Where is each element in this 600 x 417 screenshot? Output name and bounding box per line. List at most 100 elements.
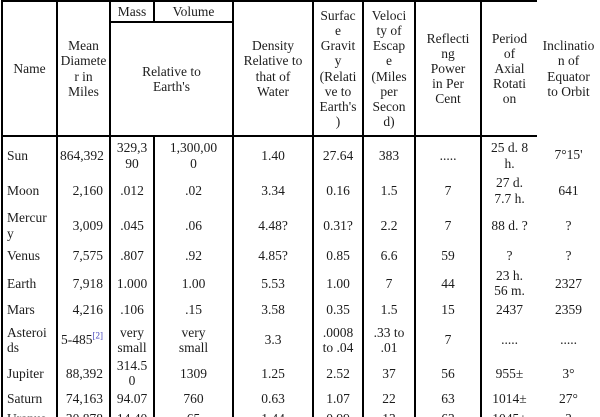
cell-period: 23 h. 56 m. (494, 268, 525, 299)
row-mars: Mars 4,216 .106 .15 3.58 0.35 1.5 15 243… (1, 298, 600, 322)
cell-diameter: 7,918 (57, 268, 111, 299)
cell-period: 88 d. ? (491, 217, 528, 233)
col-header-reflecting: Reflecti ng Power in Per Cent (415, 0, 482, 137)
table-body: Sun 864,392 329,3 90 1,300,00 0 1.40 27.… (1, 136, 600, 417)
cell-density: 5.53 (233, 268, 314, 299)
cell-gravity: 27.64 (313, 136, 364, 174)
cell-reflecting: 63 (415, 388, 482, 410)
footnote-link[interactable]: [2] (92, 330, 104, 341)
cell-name: Sun (1, 136, 58, 174)
cell-velocity: 22 (363, 388, 416, 410)
cell-density: 4.85? (233, 244, 314, 268)
cell-density: 1.25 (233, 358, 314, 389)
cell-density: 3.34 (233, 174, 314, 207)
cell-reflecting: 7 (415, 174, 482, 207)
col-header-density: Density Relative to that of Water (233, 0, 314, 137)
col-header-volume: Volume (154, 0, 234, 23)
cell-mass: 94.07 (110, 388, 155, 410)
cell-reflecting: 63 (415, 409, 482, 417)
cell-name: Uranus (1, 409, 58, 417)
cell-volume: 1,300,00 0 (154, 136, 234, 174)
col-header-mass: Mass (110, 0, 155, 23)
cell-diameter: 2,160 (57, 174, 111, 207)
cell-period: 27 d. 7.7 h. (494, 175, 525, 206)
cell-name: Jupiter (1, 358, 58, 389)
cell-reflecting: 56 (415, 358, 482, 389)
cell-gravity: 0.31? (313, 207, 364, 244)
cell-velocity: 7 (363, 268, 416, 299)
row-asteroids: Asteroi ds 5-485[2] very small very smal… (1, 321, 600, 359)
cell-mass: 329,3 90 (110, 136, 155, 174)
table-header: Name Mean Diamete r in Miles Mass Volume… (1, 0, 600, 137)
cell-density: 1.40 (233, 136, 314, 174)
cell-diameter: 864,392 (57, 136, 111, 174)
cell-gravity: 1.00 (313, 268, 364, 299)
cell-reflecting: 59 (415, 244, 482, 268)
cell-volume: 760 (154, 388, 234, 410)
cell-mass: .807 (110, 244, 155, 268)
cell-density: 3.3 (233, 321, 314, 359)
cell-name: Earth (1, 268, 58, 299)
cell-density: 1.44 (233, 409, 314, 417)
cell-period: 1045± (481, 409, 537, 417)
cell-diameter: 74,163 (57, 388, 111, 410)
cell-name: Moon (1, 174, 58, 207)
cell-gravity: .0008 to .04 (313, 321, 364, 359)
cell-inclination: ? (565, 217, 572, 233)
col-header-relative-to-earths: Relative to Earth's (110, 22, 234, 137)
row-saturn: Saturn 74,163 94.07 760 0.63 1.07 22 63 … (1, 388, 600, 410)
cell-volume: 65 (154, 409, 234, 417)
cell-inclination: ? (565, 248, 572, 264)
cell-name: Mercur y (1, 207, 58, 244)
cell-reflecting: ..... (415, 136, 482, 174)
cell-inclination: ? (537, 409, 600, 417)
cell-volume: very small (154, 321, 234, 359)
cell-inclination: 27° (559, 391, 578, 407)
row-uranus: Uranus 30,878 14.40 65 1.44 0.99 13 63 1… (1, 409, 600, 417)
cell-gravity: 0.16 (313, 174, 364, 207)
cell-name: Venus (1, 244, 58, 268)
row-venus: Venus 7,575 .807 .92 4.85? 0.85 6.6 59 ?… (1, 244, 600, 268)
col-header-inclination: Inclinatio n of Equator to Orbit (542, 38, 595, 99)
row-sun: Sun 864,392 329,3 90 1,300,00 0 1.40 27.… (1, 136, 600, 174)
cell-diameter: 30,878 (57, 409, 111, 417)
cell-name: Asteroi ds (1, 321, 58, 359)
cell-volume: .92 (154, 244, 234, 268)
cell-inclination: 641 (558, 182, 579, 198)
cell-mass: 1.000 (110, 268, 155, 299)
cell-velocity: 37 (363, 358, 416, 389)
cell-velocity: .33 to .01 (363, 321, 416, 359)
cell-reflecting: 7 (415, 321, 482, 359)
cell-density: 3.58 (233, 298, 314, 322)
cell-reflecting: 7 (415, 207, 482, 244)
cell-density: 0.63 (233, 388, 314, 410)
cell-period: 2437 (496, 302, 523, 318)
header-subrow-relative: Relative to Earth's (2, 22, 600, 137)
cell-name: Mars (1, 298, 58, 322)
cell-diameter: 88,392 (57, 358, 111, 389)
cell-velocity: 383 (363, 136, 416, 174)
col-header-period: Period of Axial Rotati on (481, 0, 537, 137)
cell-gravity: 2.52 (313, 358, 364, 389)
asteroid-diameter-range: 5-485 (61, 332, 93, 348)
cell-density: 4.48? (233, 207, 314, 244)
cell-volume: 1309 (154, 358, 234, 389)
cell-volume: 1.00 (154, 268, 234, 299)
row-moon: Moon 2,160 .012 .02 3.34 0.16 1.5 7 27 d… (1, 174, 600, 207)
cell-inclination: ..... (560, 332, 577, 348)
cell-velocity: 2.2 (363, 207, 416, 244)
row-earth: Earth 7,918 1.000 1.00 5.53 1.00 7 44 23… (1, 268, 600, 299)
cell-diameter: 7,575 (57, 244, 111, 268)
cell-velocity: 1.5 (363, 298, 416, 322)
cell-inclination: 2359 (555, 302, 582, 318)
col-header-diameter: Mean Diamete r in Miles (57, 0, 111, 137)
cell-volume: .15 (154, 298, 234, 322)
cell-mass: 14.40 (110, 409, 155, 417)
cell-mass: .012 (110, 174, 155, 207)
cell-diameter: 5-485[2] (57, 321, 111, 359)
col-header-gravity: Surfac e Gravit y (Relati ve to Earth's … (313, 0, 364, 137)
cell-period: 955± (495, 365, 524, 381)
cell-gravity: 0.35 (313, 298, 364, 322)
cell-diameter: 4,216 (57, 298, 111, 322)
cell-inclination: 7°15' (554, 147, 583, 163)
